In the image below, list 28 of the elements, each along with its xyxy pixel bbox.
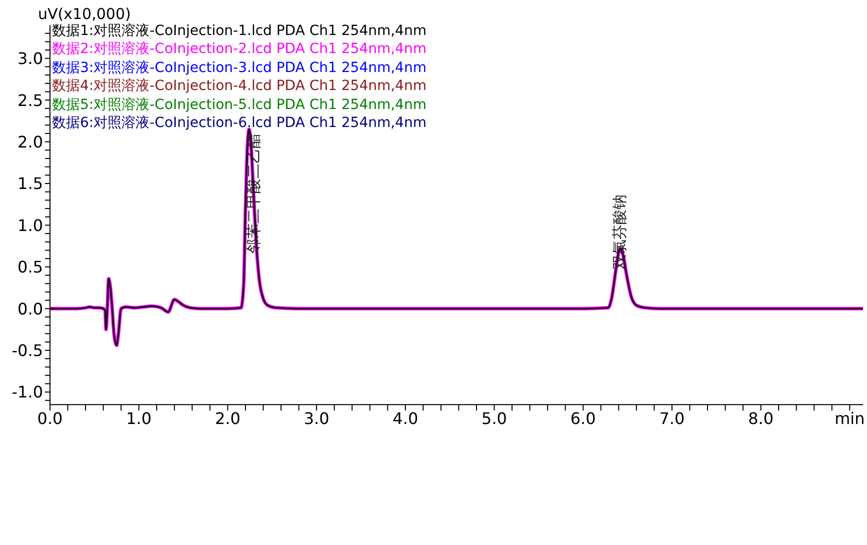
y-axis-title: uV(x10,000)	[38, 5, 131, 23]
y-tick-label: 2.0	[18, 132, 43, 152]
y-tick-label: 2.5	[18, 90, 43, 110]
y-tick-label: -1.0	[12, 382, 43, 402]
legend-label: 数据5:对照溶液-CoInjection-5.lcd PDA Ch1 254nm,4nm	[52, 96, 426, 114]
x-tick-label: 0.0	[37, 408, 63, 428]
x-tick-label: 8.0	[748, 408, 774, 428]
y-tick-label: -0.5	[12, 341, 43, 360]
y-tick-label: 1.0	[18, 216, 43, 235]
legend-label: 数据6:对照溶液-CoInjection-6.lcd PDA Ch1 254nm,4nm	[52, 114, 426, 132]
x-tick-label: 3.0	[304, 408, 330, 428]
text: 数据2:对照溶液-CoInjection-2.lcd PDA Ch1 254nm,4nm	[52, 40, 426, 59]
legend-label: 数据3:对照溶液-CoInjection-3.lcd PDA Ch1 254nm,4nm	[52, 58, 426, 78]
annotation: 邻苯二甲酸二乙酯	[244, 133, 262, 254]
x-tick-label: 5.0	[482, 408, 507, 428]
x-tick-label: min	[834, 408, 865, 428]
y-tick-label: 1.5	[18, 174, 43, 194]
y-tick-label: 0.0	[18, 299, 43, 318]
text: 数据1:对照溶液-CoInjection-1.lcd PDA Ch1 254nm,4nm	[52, 22, 426, 40]
y-tick-label: 0.5	[18, 258, 43, 277]
x-tick-label: 4.0	[392, 408, 418, 428]
y-tick-label: 3.0	[18, 49, 43, 68]
x-tick-label: 2.0	[214, 408, 240, 428]
annotation: 双氯芬酸钠	[610, 194, 629, 270]
legend-label: 数据4:对照溶液-CoInjection-4.lcd PDA Ch1 254nm,4nm	[52, 77, 426, 96]
x-tick-label: 7.0	[659, 408, 685, 428]
x-tick-label: 1.0	[126, 408, 152, 428]
x-tick-label: 6.0	[570, 408, 596, 428]
